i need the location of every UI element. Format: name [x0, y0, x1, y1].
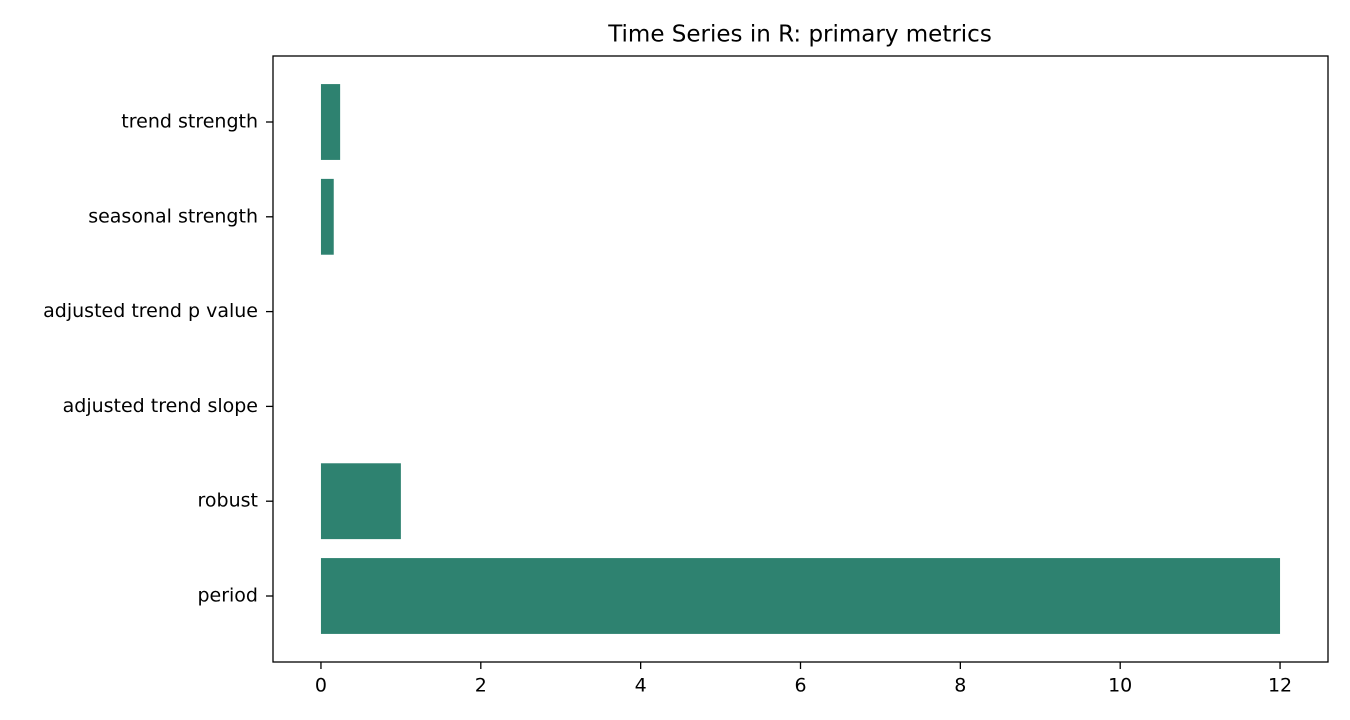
y-tick-label: period [197, 585, 258, 607]
y-tick-label: robust [198, 490, 258, 512]
x-tick-label: 0 [315, 675, 327, 697]
y-tick-label: adjusted trend slope [63, 395, 258, 417]
chart-title: Time Series in R: primary metrics [607, 22, 992, 48]
x-tick-label: 2 [475, 675, 487, 697]
x-tick-label: 10 [1108, 675, 1132, 697]
y-tick-label: adjusted trend p value [43, 300, 258, 322]
bar [320, 558, 1281, 634]
y-tick-label: seasonal strength [88, 205, 258, 227]
x-tick-label: 8 [954, 675, 966, 697]
bar [320, 463, 401, 540]
x-tick-label: 4 [635, 675, 647, 697]
bar [320, 178, 334, 255]
x-tick-label: 6 [794, 675, 806, 697]
bar [320, 84, 341, 160]
x-tick-label: 12 [1268, 675, 1292, 697]
y-tick-label: trend strength [121, 111, 258, 133]
plot-frame [272, 55, 1329, 663]
